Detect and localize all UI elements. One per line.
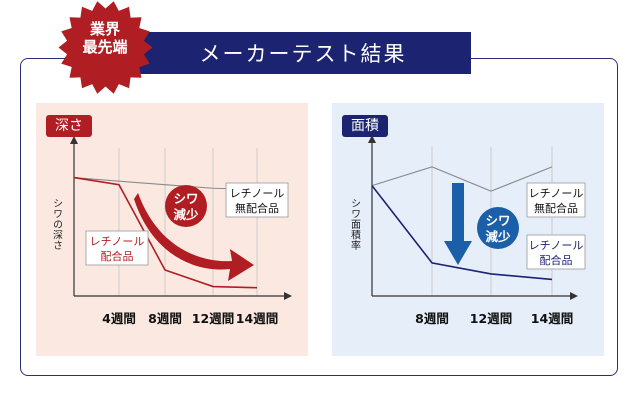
- wrinkle-decrease-text: 減少: [173, 207, 199, 222]
- decrease-arrow-icon: [444, 183, 472, 265]
- badge-line2: 最先端: [82, 38, 128, 56]
- wrinkle-decrease-text: シワ: [173, 191, 198, 206]
- label-untreated-text: 無配合品: [534, 201, 578, 215]
- label-treated-text: 配合品: [101, 249, 134, 263]
- x-tick-label: 14週間: [236, 311, 278, 326]
- decrease-arrow-icon: [134, 193, 254, 281]
- y-axis-arrow-icon: [70, 136, 78, 144]
- y-axis-label: シワの深さ: [51, 198, 63, 251]
- title-bar: メーカーテスト結果: [135, 32, 471, 74]
- wrinkle-decrease-text: シワ: [485, 213, 510, 228]
- series-line-untreated: [371, 166, 553, 192]
- x-axis-arrow-icon: [284, 292, 292, 300]
- depth-panel-label: 深さ: [46, 115, 92, 137]
- page-title: メーカーテスト結果: [199, 42, 407, 66]
- depth-panel: 深さ シワの深さ 4週間 8週間 12週間 14週間 レチノール 無配合品 レチノール 配合品シ…: [36, 103, 308, 356]
- y-axis-arrow-icon: [368, 135, 376, 143]
- label-untreated-text: 無配合品: [235, 201, 279, 215]
- x-tick-label: 12週間: [192, 311, 234, 326]
- wrinkle-decrease-circle: [165, 185, 207, 227]
- y-axis-label: シワ面積率: [349, 198, 361, 251]
- x-tick-label: 12週間: [470, 311, 512, 326]
- label-treated-box: [526, 234, 586, 270]
- x-tick-label: 8週間: [415, 311, 449, 326]
- x-tick-label: 8週間: [148, 311, 182, 326]
- wrinkle-decrease-text: 減少: [485, 229, 511, 244]
- label-treated-box: [85, 230, 149, 266]
- x-tick-label: 14週間: [531, 311, 573, 326]
- badge-starburst-icon: [58, 1, 153, 94]
- series-line-treated: [73, 176, 258, 289]
- label-untreated-text: レチノール: [230, 187, 285, 200]
- industry-leading-badge: 業界 最先端: [72, 20, 138, 56]
- wrinkle-decrease-circle: [477, 207, 519, 249]
- label-untreated-box: [225, 182, 289, 218]
- badge-line1: 業界: [89, 20, 120, 38]
- series-line-treated: [371, 185, 553, 281]
- label-untreated-text: レチノール: [529, 187, 584, 200]
- area-panel-label: 面積: [342, 115, 388, 137]
- label-treated-text: 配合品: [540, 253, 573, 267]
- x-axis-arrow-icon: [570, 292, 578, 300]
- label-treated-text: レチノール: [529, 239, 584, 252]
- label-untreated-box: [526, 182, 586, 218]
- x-tick-label: 4週間: [102, 311, 136, 326]
- label-treated-text: レチノール: [90, 235, 145, 248]
- area-panel: 面積 シワ面積率 8週間 12週間 14週間 レチノール 無配合品 レチノール 配合品 シワ 減少: [332, 103, 604, 356]
